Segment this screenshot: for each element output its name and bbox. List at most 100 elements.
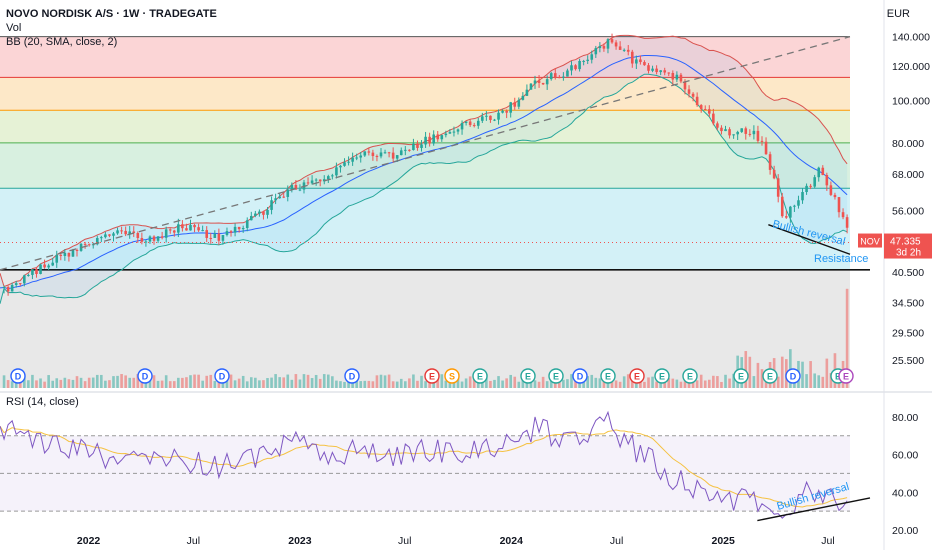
candle-body	[193, 225, 196, 228]
volume-bar	[586, 376, 590, 388]
candle-body	[424, 136, 427, 145]
candle-body	[343, 162, 346, 166]
candle-body	[148, 236, 152, 242]
volume-bar	[120, 374, 123, 388]
candle-body	[347, 161, 350, 163]
candle-body	[837, 197, 841, 213]
candle-body	[720, 127, 723, 132]
volume-bar	[780, 356, 784, 388]
time-tick-label: Jul	[821, 535, 834, 547]
volume-bar	[748, 356, 752, 388]
volume-bar	[108, 380, 111, 388]
candle-body	[570, 65, 573, 71]
marker-circle	[629, 368, 645, 384]
rsi-ma-line	[0, 425, 848, 508]
volume-bar	[2, 375, 6, 388]
earnings-marker: E	[838, 368, 854, 384]
volume-bar	[258, 380, 261, 388]
volume-bar	[558, 378, 561, 388]
volume-bar	[233, 380, 237, 388]
candle-body	[537, 80, 541, 83]
marker-circle	[733, 368, 749, 384]
marker-letter: E	[634, 372, 640, 382]
earnings-marker: E	[762, 368, 778, 384]
volume-bar	[622, 376, 626, 388]
volume-bar	[545, 381, 549, 388]
rsi-line	[0, 410, 848, 519]
candle-body	[606, 39, 610, 49]
volume-bar	[639, 379, 642, 388]
candle-body	[43, 264, 46, 268]
volume-bar	[618, 381, 622, 388]
volume-bar	[47, 375, 50, 388]
volume-bar	[570, 374, 573, 388]
volume-bar	[67, 379, 71, 388]
candle-body	[164, 229, 168, 238]
candle-body	[594, 48, 598, 55]
candle-body	[395, 155, 399, 159]
marker-letter: D	[219, 372, 226, 382]
volume-bar	[825, 358, 829, 388]
dividend-marker: D	[137, 368, 153, 384]
volume-bar	[578, 381, 581, 388]
volume-bar	[789, 349, 792, 388]
volume-bar	[756, 362, 760, 388]
candle-body	[359, 155, 363, 158]
volume-legend[interactable]: Vol	[6, 22, 22, 34]
time-tick-label: Jul	[398, 535, 411, 547]
candle-body	[177, 224, 180, 233]
fib-band	[0, 142, 850, 189]
volume-bar	[728, 378, 731, 388]
candle-body	[63, 252, 67, 256]
volume-bar	[691, 381, 695, 388]
bollinger-legend[interactable]: BB (20, SMA, close, 2)	[6, 36, 118, 48]
lower-zone	[0, 269, 850, 388]
marker-circle	[762, 368, 778, 384]
volume-bar	[177, 377, 180, 388]
candle-body	[221, 235, 225, 241]
candle-body	[590, 54, 594, 60]
candle-body	[533, 80, 537, 84]
volume-bar	[590, 374, 594, 388]
candle-body	[27, 274, 30, 276]
volume-bar	[241, 375, 245, 388]
volume-bar	[327, 374, 330, 388]
marker-circle	[444, 368, 460, 384]
candle-body	[39, 264, 42, 274]
earnings-marker: E	[629, 368, 645, 384]
volume-bar	[128, 377, 132, 388]
candle-body	[707, 109, 711, 114]
candle-body	[201, 230, 204, 232]
candle-body	[391, 152, 395, 159]
candle-body	[31, 269, 34, 275]
candle-body	[95, 238, 99, 245]
candle-body	[740, 128, 744, 132]
rsi-legend[interactable]: RSI (14, close)	[6, 396, 79, 408]
volume-bar	[229, 374, 233, 388]
trend-lines	[0, 36, 851, 271]
volume-bar	[549, 377, 553, 388]
candle-body	[513, 102, 517, 107]
currency-label[interactable]: EUR	[886, 8, 910, 20]
candle-body	[87, 244, 91, 246]
candle-body	[136, 233, 140, 239]
volume-bar	[254, 377, 257, 388]
volume-bar	[213, 381, 217, 388]
volume-bar	[497, 376, 500, 388]
candle-body	[245, 220, 249, 228]
volume-bar	[472, 378, 476, 388]
volume-bar	[655, 381, 658, 388]
volume-bar	[626, 374, 630, 388]
volume-bar	[432, 381, 435, 388]
volume-bar	[371, 381, 375, 388]
candle-body	[282, 196, 286, 198]
volume-bar	[160, 380, 164, 388]
volume-bar	[391, 381, 395, 388]
marker-circle	[344, 368, 360, 384]
candle-body	[124, 230, 127, 235]
volume-bar	[31, 374, 34, 388]
candle-body	[687, 89, 691, 94]
